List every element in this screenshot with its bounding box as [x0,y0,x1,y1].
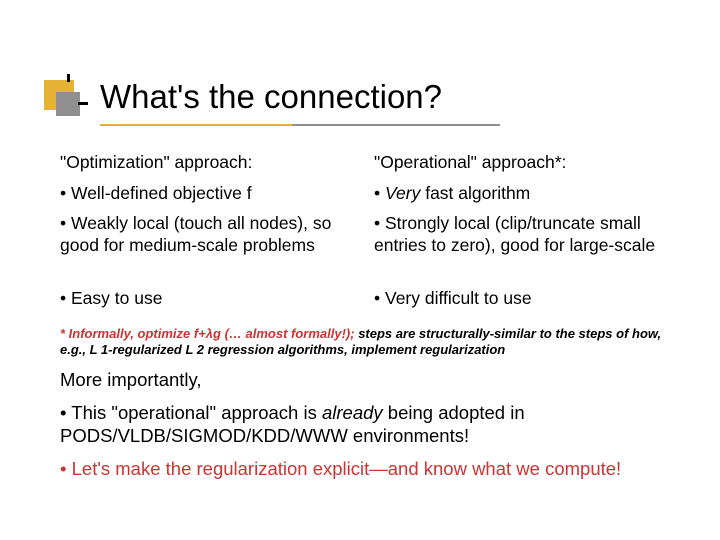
right-bullet-1: • Very fast algorithm [374,183,672,204]
right-b1-pre: • [374,183,385,203]
tick-top [67,74,70,82]
content-area: "Optimization" approach: • Well-defined … [60,152,672,492]
final-bullet-2: • Let's make the regularization explicit… [60,458,672,481]
final1-em: already [322,402,383,423]
footnote: * Informally, optimize f+λg (… almost fo… [60,326,672,359]
right-bullet-3: • Very difficult to use [374,288,672,309]
gray-square [56,92,80,116]
tick-right [78,102,88,105]
slide-title: What's the connection? [100,78,442,116]
right-b1-em: Very [385,183,420,203]
right-b1-post: fast algorithm [420,183,530,203]
left-column: "Optimization" approach: • Well-defined … [60,152,366,319]
final-bullet-1: • This "operational" approach is already… [60,402,672,447]
left-bullet-2: • Weakly local (touch all nodes), so goo… [60,213,358,279]
more-importantly: More importantly, [60,369,672,391]
footnote-red: * Informally, optimize f+λg (… almost fo… [60,326,355,341]
final1-pre: • This "operational" approach is [60,402,322,423]
corner-decoration [44,80,78,114]
comparison-table: "Optimization" approach: • Well-defined … [60,152,672,319]
right-bullet-2: • Strongly local (clip/truncate small en… [374,213,672,279]
left-bullet-3: • Easy to use [60,288,358,309]
title-underline [100,124,500,126]
right-column: "Operational" approach*: • Very fast alg… [366,152,672,319]
right-header: "Operational" approach*: [374,152,672,173]
left-bullet-1: • Well-defined objective f [60,183,358,204]
left-header: "Optimization" approach: [60,152,358,173]
slide: What's the connection? "Optimization" ap… [0,0,720,540]
final-bullets: • This "operational" approach is already… [60,402,672,481]
